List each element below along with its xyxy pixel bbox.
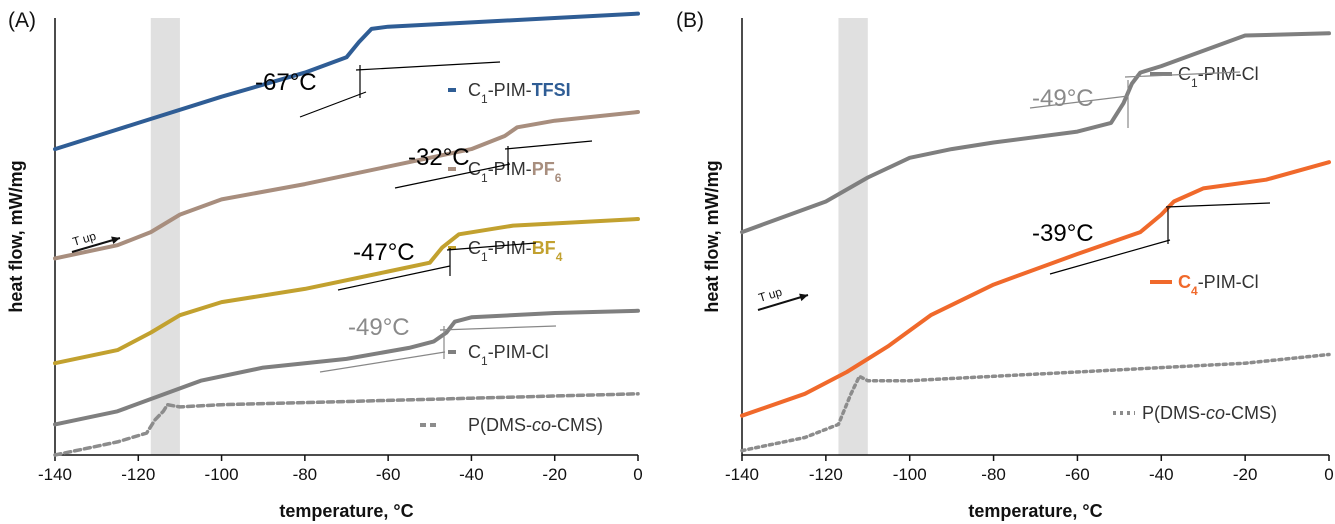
panel-label: (A): [8, 9, 36, 32]
arrow-label: T up: [757, 285, 784, 305]
x-axis-label: temperature, °C: [968, 501, 1102, 521]
tg-annotation: -49°C: [1032, 85, 1094, 112]
legend-label: C4-PIM-Cl: [1178, 272, 1259, 298]
x-tick-label: -120: [809, 465, 843, 484]
series-line: [53, 11, 640, 152]
series-line: [53, 392, 640, 457]
tangent-line: [319, 351, 446, 373]
x-tick-label: -60: [1065, 465, 1090, 484]
x-tick-label: -40: [459, 465, 484, 484]
x-tick-label: -100: [205, 465, 239, 484]
legend-label: C1-PIM-BF4: [468, 238, 563, 264]
x-tick-label: -20: [542, 465, 567, 484]
tg-annotation: -39°C: [1032, 220, 1094, 247]
tg-annotation: -67°C: [255, 69, 317, 96]
x-tick-label: -120: [121, 465, 155, 484]
tangent-line: [439, 325, 557, 331]
arrow-icon: [757, 294, 809, 311]
x-tick-label: -60: [376, 465, 401, 484]
tangent-line: [1049, 239, 1171, 275]
tangent-line: [355, 61, 501, 71]
tg-annotation: -47°C: [353, 239, 415, 266]
arrow-head-icon: [111, 236, 120, 245]
series-line: [740, 160, 1331, 418]
legend-label: C1-PIM-Cl: [468, 342, 549, 368]
tangent-line: [1165, 202, 1271, 208]
series-line: [53, 217, 640, 366]
legend-label: C1-PIM-PF6: [468, 159, 562, 185]
y-axis-label: heat flow, mW/mg: [702, 160, 722, 312]
series-line: [53, 308, 640, 427]
tg-annotation: -49°C: [348, 314, 410, 341]
tangent-line: [394, 163, 511, 189]
tangent-line: [504, 140, 593, 150]
x-tick-label: -40: [1149, 465, 1174, 484]
arrow-label: T up: [71, 229, 98, 249]
x-axis-label: temperature, °C: [279, 501, 413, 521]
tangent-line: [337, 265, 451, 291]
tangent-line: [299, 91, 367, 118]
arrow-head-icon: [799, 293, 808, 302]
x-tick-label: 0: [633, 465, 642, 484]
series-line: [53, 110, 640, 261]
arrow-icon: [71, 237, 121, 253]
legend-label: P(DMS-co-CMS): [468, 415, 603, 435]
legend-label: C1-PIM-TFSI: [468, 80, 571, 106]
tangent-line: [446, 242, 537, 251]
x-tick-label: 0: [1324, 465, 1333, 484]
legend-label: C1-PIM-Cl: [1178, 64, 1259, 90]
tangent-line: [1029, 95, 1129, 109]
x-tick-label: -20: [1233, 465, 1258, 484]
chart-panel-a: -140 -120 -100 -80 -60 -40 -20 0 temperature, °C…: [6, 9, 643, 521]
x-tick-label: -80: [293, 465, 318, 484]
x-tick-label: -100: [893, 465, 927, 484]
x-tick-label: -140: [725, 465, 759, 484]
shaded-band: [838, 18, 868, 455]
series-line: [740, 352, 1331, 453]
x-tick-label: -80: [981, 465, 1006, 484]
panel-label: (B): [676, 9, 704, 32]
shaded-band: [150, 18, 180, 455]
chart-panel-b: -140 -120 -100 -80 -60 -40 -20 0 temperature, °C…: [676, 9, 1334, 521]
tg-annotation: -32°C: [408, 144, 470, 171]
series-line: [740, 31, 1331, 235]
x-tick-label: -140: [38, 465, 72, 484]
y-axis-label: heat flow, mW/mg: [6, 160, 26, 312]
legend-label: P(DMS-co-CMS): [1142, 403, 1277, 423]
tangent-line: [1124, 71, 1241, 78]
